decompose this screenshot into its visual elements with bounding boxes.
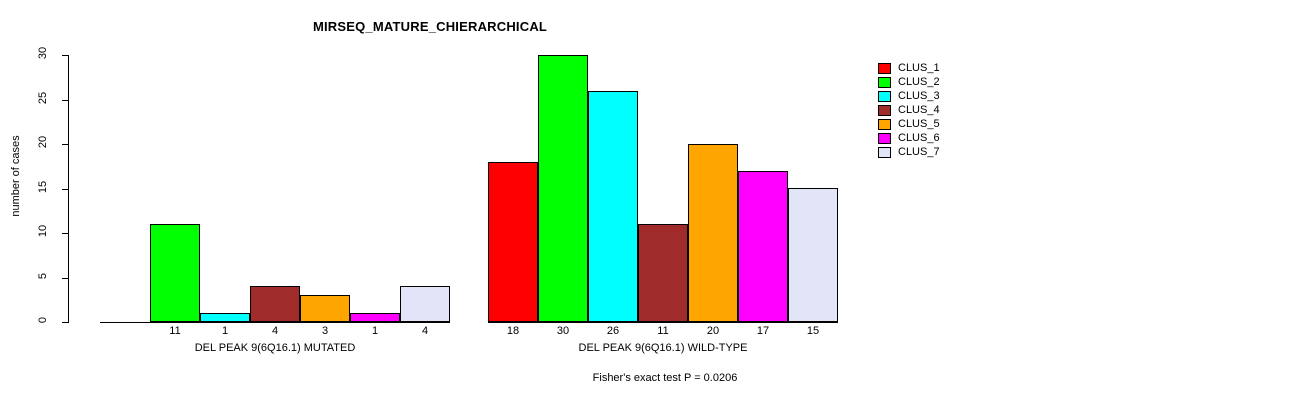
- legend-color-swatch: [878, 146, 891, 158]
- legend-color-swatch: [878, 118, 891, 130]
- statistical-annotation: Fisher's exact test P = 0.0206: [592, 372, 738, 384]
- bar-value-label: 30: [556, 325, 570, 337]
- y-axis-tick: [62, 233, 69, 234]
- legend-item-label: CLUS_5: [898, 117, 940, 130]
- bar-value-label: 11: [657, 325, 669, 337]
- y-axis-tick: [62, 55, 69, 56]
- bar[interactable]: [200, 313, 250, 322]
- y-axis-tick-label: 0: [37, 316, 49, 324]
- bar-value-label: 17: [756, 325, 770, 337]
- bar[interactable]: [788, 188, 838, 322]
- bar-group: 18 30 26 11 20 17 15 DEL PEAK 9(6Q16.1) WILD-TY…: [488, 0, 838, 400]
- bar-value-label: 15: [806, 325, 820, 337]
- y-axis-tick-label: 30: [37, 46, 49, 60]
- bar[interactable]: [150, 224, 200, 322]
- bar[interactable]: [300, 295, 350, 322]
- y-axis-tick-label: 25: [37, 91, 49, 104]
- bar-value-label: 18: [506, 325, 520, 337]
- legend-item[interactable]: CLUS_6: [878, 131, 940, 145]
- legend-item-label: CLUS_1: [898, 61, 940, 74]
- bar-value-label: 4: [421, 325, 429, 337]
- y-axis-tick-label: 5: [37, 272, 49, 279]
- legend-item[interactable]: CLUS_1: [878, 61, 940, 75]
- y-axis-tick: [62, 188, 69, 190]
- y-axis-tick-label: 10: [37, 224, 49, 238]
- bar-group: 11 1 4 3 1 4 DEL PEAK 9(6Q16.1) MUTATED: [100, 0, 450, 400]
- legend-color-swatch: [878, 104, 891, 116]
- x-axis-baseline: [100, 322, 450, 323]
- bar[interactable]: [488, 162, 538, 322]
- bar-value-label: 20: [706, 325, 720, 337]
- y-axis-title: number of cases: [10, 135, 22, 217]
- y-axis-tick: [62, 99, 69, 101]
- x-axis-group-label: DEL PEAK 9(6Q16.1) MUTATED: [194, 342, 356, 354]
- bar-value-label: 1: [221, 325, 229, 337]
- y-axis-tick-label: 20: [37, 135, 49, 149]
- legend-item-label: CLUS_4: [898, 103, 940, 116]
- legend-item[interactable]: CLUS_7: [878, 145, 940, 159]
- legend-item[interactable]: CLUS_2: [878, 75, 940, 89]
- y-axis-tick-label: 15: [37, 180, 49, 193]
- bar-value-label: 11: [169, 325, 181, 337]
- bar[interactable]: [400, 286, 450, 322]
- bar-value-label: 26: [606, 325, 620, 337]
- x-axis-baseline: [488, 322, 838, 323]
- bar-value-label: 4: [271, 325, 279, 337]
- bar[interactable]: [688, 144, 738, 322]
- page-title: MIRSEQ_MATURE_CHIERARCHICAL: [312, 19, 548, 34]
- bar[interactable]: [638, 224, 688, 322]
- legend-color-swatch: [878, 62, 891, 74]
- legend-item-label: CLUS_3: [898, 89, 940, 102]
- bar[interactable]: [538, 55, 588, 322]
- x-axis-group-label: DEL PEAK 9(6Q16.1) WILD-TYPE: [578, 342, 748, 354]
- y-axis-tick: [62, 277, 69, 279]
- bar[interactable]: [350, 313, 400, 322]
- bar-value-label: 3: [321, 325, 329, 337]
- y-axis-tick: [62, 144, 69, 145]
- legend-item-label: CLUS_7: [898, 145, 940, 158]
- y-axis-tick: [62, 322, 69, 323]
- legend: CLUS_1 CLUS_2 CLUS_3 CLUS_4 CLUS_5 CLUS_6 CLUS…: [878, 61, 940, 159]
- legend-item[interactable]: CLUS_4: [878, 103, 940, 117]
- bar-value-label: 1: [371, 325, 379, 337]
- bar[interactable]: [588, 91, 638, 322]
- legend-item-label: CLUS_2: [898, 75, 940, 88]
- legend-item-label: CLUS_6: [898, 131, 940, 144]
- bar[interactable]: [250, 286, 300, 322]
- legend-color-swatch: [878, 132, 891, 144]
- legend-color-swatch: [878, 76, 891, 88]
- legend-item[interactable]: CLUS_3: [878, 89, 940, 103]
- bar[interactable]: [738, 171, 788, 322]
- legend-color-swatch: [878, 90, 891, 102]
- legend-item[interactable]: CLUS_5: [878, 117, 940, 131]
